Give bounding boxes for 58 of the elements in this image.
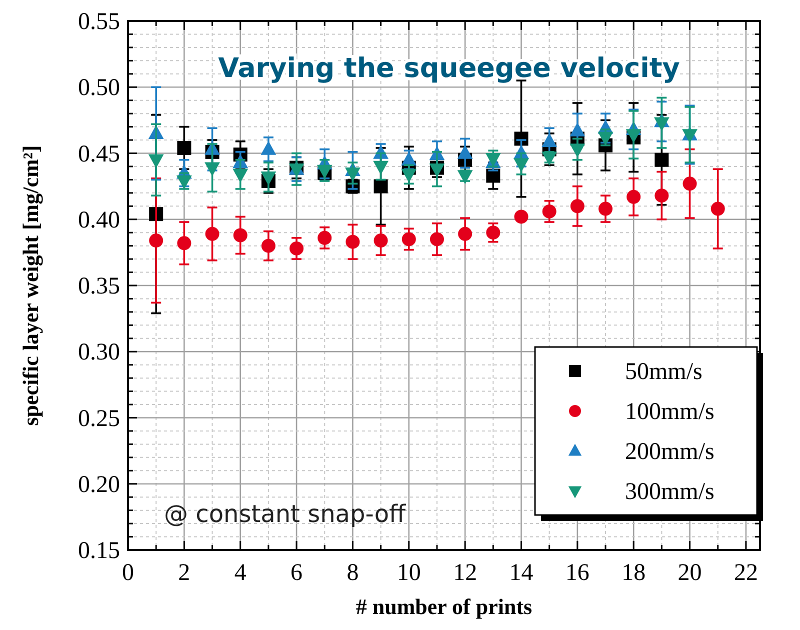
x-tick-label: 18 xyxy=(622,560,646,586)
x-tick-label: 2 xyxy=(178,560,190,586)
point xyxy=(486,226,500,240)
y-tick-label: 0.15 xyxy=(78,538,120,564)
point xyxy=(457,144,473,159)
y-tick-label: 0.20 xyxy=(78,472,120,498)
point xyxy=(205,226,220,241)
point xyxy=(290,241,304,256)
y-tick-label: 0.30 xyxy=(78,340,120,366)
y-tick-label: 0.35 xyxy=(78,274,120,300)
x-tick-label: 10 xyxy=(396,560,421,586)
point xyxy=(401,151,417,166)
point xyxy=(458,226,472,241)
point xyxy=(654,188,669,203)
x-tick-label: 16 xyxy=(565,560,590,586)
x-tick-label: 6 xyxy=(290,560,303,586)
point xyxy=(177,236,192,250)
y-axis-title: specific layer weight [mg/cm²] xyxy=(18,145,43,426)
point xyxy=(149,234,164,248)
point xyxy=(626,190,641,204)
point xyxy=(570,199,584,214)
x-tick-label: 22 xyxy=(734,560,758,586)
point xyxy=(318,230,332,245)
point xyxy=(570,122,586,136)
point xyxy=(260,140,276,155)
point xyxy=(542,204,556,218)
point xyxy=(542,132,558,147)
x-tick-label: 20 xyxy=(678,560,702,586)
point xyxy=(654,152,669,167)
y-tick-label: 0.25 xyxy=(78,406,120,432)
point xyxy=(233,228,248,242)
x-tick-label: 0 xyxy=(122,560,134,586)
text: Varying the squeegee velocity xyxy=(218,53,680,84)
legend-label: 300mm/s xyxy=(625,479,714,505)
point xyxy=(402,232,416,246)
point xyxy=(710,202,725,216)
x-tick-label: 12 xyxy=(453,560,478,586)
y-tick-label: 0.45 xyxy=(78,141,120,168)
legend-label: 200mm/s xyxy=(625,439,714,465)
point xyxy=(374,179,388,194)
y-tick-label: 0.50 xyxy=(78,75,120,102)
x-tick-label: 14 xyxy=(509,560,534,586)
legend-label: 50mm/s xyxy=(625,359,702,385)
annotation: @ constant snap-off xyxy=(164,500,406,528)
point xyxy=(598,202,613,216)
x-axis-title: # number of prints xyxy=(356,594,533,619)
y-tick-label: 0.55 xyxy=(78,9,120,35)
legend-label: 100mm/s xyxy=(625,399,714,425)
x-tick-label: 4 xyxy=(234,560,246,586)
point xyxy=(261,238,276,253)
y-tick-label: 0.40 xyxy=(78,207,120,234)
point xyxy=(682,176,697,191)
point xyxy=(346,234,360,249)
x-tick-label: 8 xyxy=(346,560,359,586)
point xyxy=(514,210,528,224)
point xyxy=(177,140,192,155)
point xyxy=(430,232,444,246)
point xyxy=(374,234,388,248)
